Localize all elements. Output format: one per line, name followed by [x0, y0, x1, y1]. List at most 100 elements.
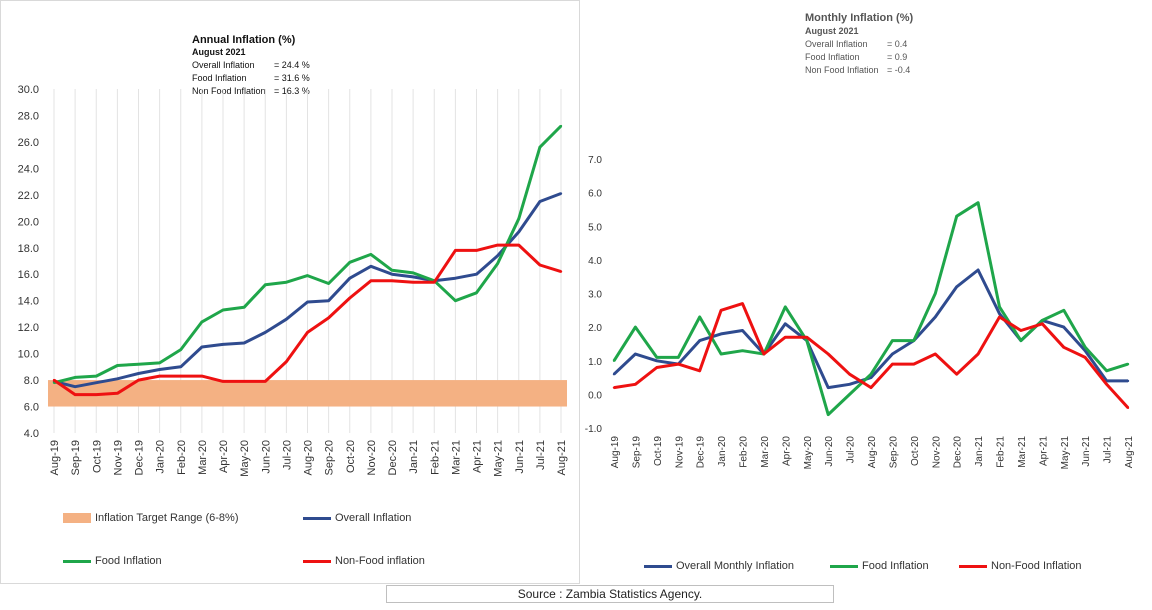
legend-monthly-nonfood: Non-Food Inflation	[959, 560, 1082, 572]
monthly-note-nonfood-label: Non Food Inflation	[805, 65, 879, 75]
monthly-x-tick-label: May-20	[803, 436, 814, 470]
annual-series-overall-inflation-point	[496, 254, 499, 257]
monthly-series-food-inflation-point	[955, 214, 958, 218]
legend-annual-food-label: Food Inflation	[95, 555, 162, 567]
annual-note-nonfood-value: = 16.3 %	[274, 86, 310, 96]
annual-series-non-food-inflation-point	[285, 360, 288, 363]
monthly-x-tick-label: Mar-20	[760, 436, 771, 468]
legend-annual-food-swatch	[63, 559, 91, 563]
monthly-x-tick-label: Nov-19	[674, 436, 685, 469]
annual-x-tick-label: Mar-20	[197, 440, 209, 475]
monthly-period-label: August 2021	[805, 26, 859, 36]
annual-series-overall-inflation-point	[369, 265, 373, 268]
monthly-series-non-food-inflation-point	[805, 336, 808, 339]
monthly-x-tick-label: Jan-20	[717, 436, 728, 467]
monthly-x-tick-label: Apr-21	[1038, 436, 1049, 466]
annual-y-tick-label: 16.0	[18, 269, 39, 281]
monthly-series-food-inflation-point	[1083, 346, 1087, 349]
monthly-y-tick-label: 3.0	[588, 290, 602, 301]
annual-series-non-food-inflation-point	[158, 374, 161, 378]
annual-series-overall-inflation-point	[264, 331, 267, 334]
monthly-series-food-inflation-point	[677, 356, 680, 359]
annual-x-tick-label: Oct-19	[91, 440, 103, 473]
monthly-series-overall-monthly-inflation-point	[826, 386, 830, 389]
annual-note-food-label: Food Inflation	[192, 73, 247, 83]
monthly-series-non-food-inflation-point	[869, 386, 873, 389]
annual-y-tick-label: 14.0	[18, 296, 39, 308]
annual-series-food-inflation-point	[327, 282, 330, 285]
annual-series-overall-inflation-point	[221, 343, 225, 346]
monthly-series-non-food-inflation-point	[634, 383, 637, 386]
legend-target-range-swatch	[63, 513, 91, 523]
monthly-series-food-inflation-point	[741, 349, 744, 352]
annual-x-tick-label: Mar-21	[450, 440, 462, 475]
monthly-x-tick-label: Dec-20	[953, 436, 964, 469]
annual-y-tick-label: 30.0	[18, 84, 39, 96]
annual-series-overall-inflation-point	[95, 381, 98, 384]
monthly-series-overall-monthly-inflation-point	[934, 315, 937, 319]
annual-series-non-food-inflation-point	[411, 280, 415, 284]
annual-series-non-food-inflation-point	[517, 243, 520, 247]
annual-series-non-food-inflation-point	[221, 380, 225, 383]
monthly-series-non-food-inflation-point	[976, 352, 980, 356]
annual-series-overall-inflation-point	[475, 273, 478, 276]
annual-series-food-inflation-point	[179, 348, 182, 351]
monthly-series-non-food-inflation-point	[848, 373, 851, 376]
monthly-series-food-inflation-point	[612, 359, 616, 362]
monthly-series-overall-monthly-inflation-point	[655, 359, 659, 362]
annual-series-food-inflation-point	[200, 320, 204, 324]
monthly-series-non-food-inflation-point	[677, 362, 680, 366]
legend-annual-nonfood-label: Non-Food inflation	[335, 555, 425, 567]
annual-y-tick-label: 22.0	[18, 190, 39, 202]
monthly-series-overall-monthly-inflation-point	[848, 383, 851, 386]
monthly-inflation-chart: -1.0 0.0 1.0 2.0 3.0 4.0 5.0 6.0 7.0 Aug-19 Sep-19…	[585, 155, 1135, 470]
annual-series-non-food-inflation-point	[116, 392, 119, 395]
annual-series-food-inflation-point	[158, 361, 161, 365]
annual-series-food-inflation-point	[559, 124, 563, 128]
annual-series-food-inflation-point	[264, 283, 267, 287]
monthly-series-food-inflation-point	[719, 352, 723, 356]
legend-monthly-nonfood-label: Non-Food Inflation	[991, 560, 1082, 572]
monthly-series-overall-monthly-inflation-line	[612, 268, 1128, 390]
monthly-x-tick-label: May-21	[1060, 436, 1071, 470]
monthly-x-tick-label: Mar-21	[1017, 436, 1028, 468]
monthly-series-food-inflation-point	[998, 305, 1001, 309]
monthly-x-tick-label: Jun-20	[824, 436, 835, 467]
monthly-series-overall-monthly-inflation-point	[1062, 325, 1065, 329]
monthly-series-food-inflation-point	[869, 373, 873, 376]
monthly-series-overall-monthly-inflation-point	[634, 352, 637, 356]
annual-series-food-inflation-point	[116, 364, 119, 367]
monthly-series-non-food-inflation-point	[1062, 346, 1065, 349]
monthly-series-non-food-inflation-line	[613, 302, 1130, 409]
monthly-series-food-inflation-point	[698, 315, 701, 319]
monthly-series-food-inflation-point	[1062, 309, 1065, 312]
annual-series-food-inflation-point	[538, 146, 542, 149]
annual-y-tick-label: 10.0	[18, 349, 39, 361]
annual-series-non-food-inflation-point	[390, 279, 394, 283]
annual-series-non-food-inflation-point	[242, 380, 246, 383]
annual-series-overall-inflation-point	[454, 277, 457, 280]
monthly-inflation-panel: Monthly Inflation (%) August 2021 Overal…	[582, 0, 1152, 584]
monthly-series-food-inflation-line	[612, 201, 1129, 417]
annual-series-non-food-inflation-point	[454, 249, 457, 252]
monthly-series-overall-monthly-inflation-point	[698, 339, 701, 342]
annual-series-overall-inflation-point	[538, 200, 542, 203]
legend-annual-nonfood: Non-Food inflation	[303, 555, 425, 567]
annual-series-overall-inflation-point	[179, 365, 182, 369]
annual-series-food-inflation-point	[390, 269, 394, 272]
monthly-x-tick-label: Jan-21	[974, 436, 985, 467]
annual-series-food-inflation-point	[348, 261, 351, 264]
legend-monthly-overall: Overall Monthly Inflation	[644, 560, 794, 572]
annual-series-non-food-inflation-point	[496, 243, 499, 247]
annual-note-food-value: = 31.6 %	[274, 73, 310, 83]
annual-x-tick-label: Aug-20	[303, 440, 315, 475]
monthly-y-tick-label: -1.0	[585, 424, 603, 435]
monthly-note-food-value: = 0.9	[887, 52, 908, 62]
annual-series-non-food-inflation-point	[306, 331, 309, 334]
monthly-series-non-food-inflation-point	[784, 336, 787, 339]
annual-series-non-food-inflation-point	[348, 296, 351, 300]
annual-series-food-inflation-point	[475, 291, 478, 294]
annual-series-overall-inflation-point	[390, 273, 394, 276]
annual-x-tick-label: Oct-20	[345, 440, 357, 473]
annual-x-tick-label: Jun-21	[514, 440, 526, 474]
